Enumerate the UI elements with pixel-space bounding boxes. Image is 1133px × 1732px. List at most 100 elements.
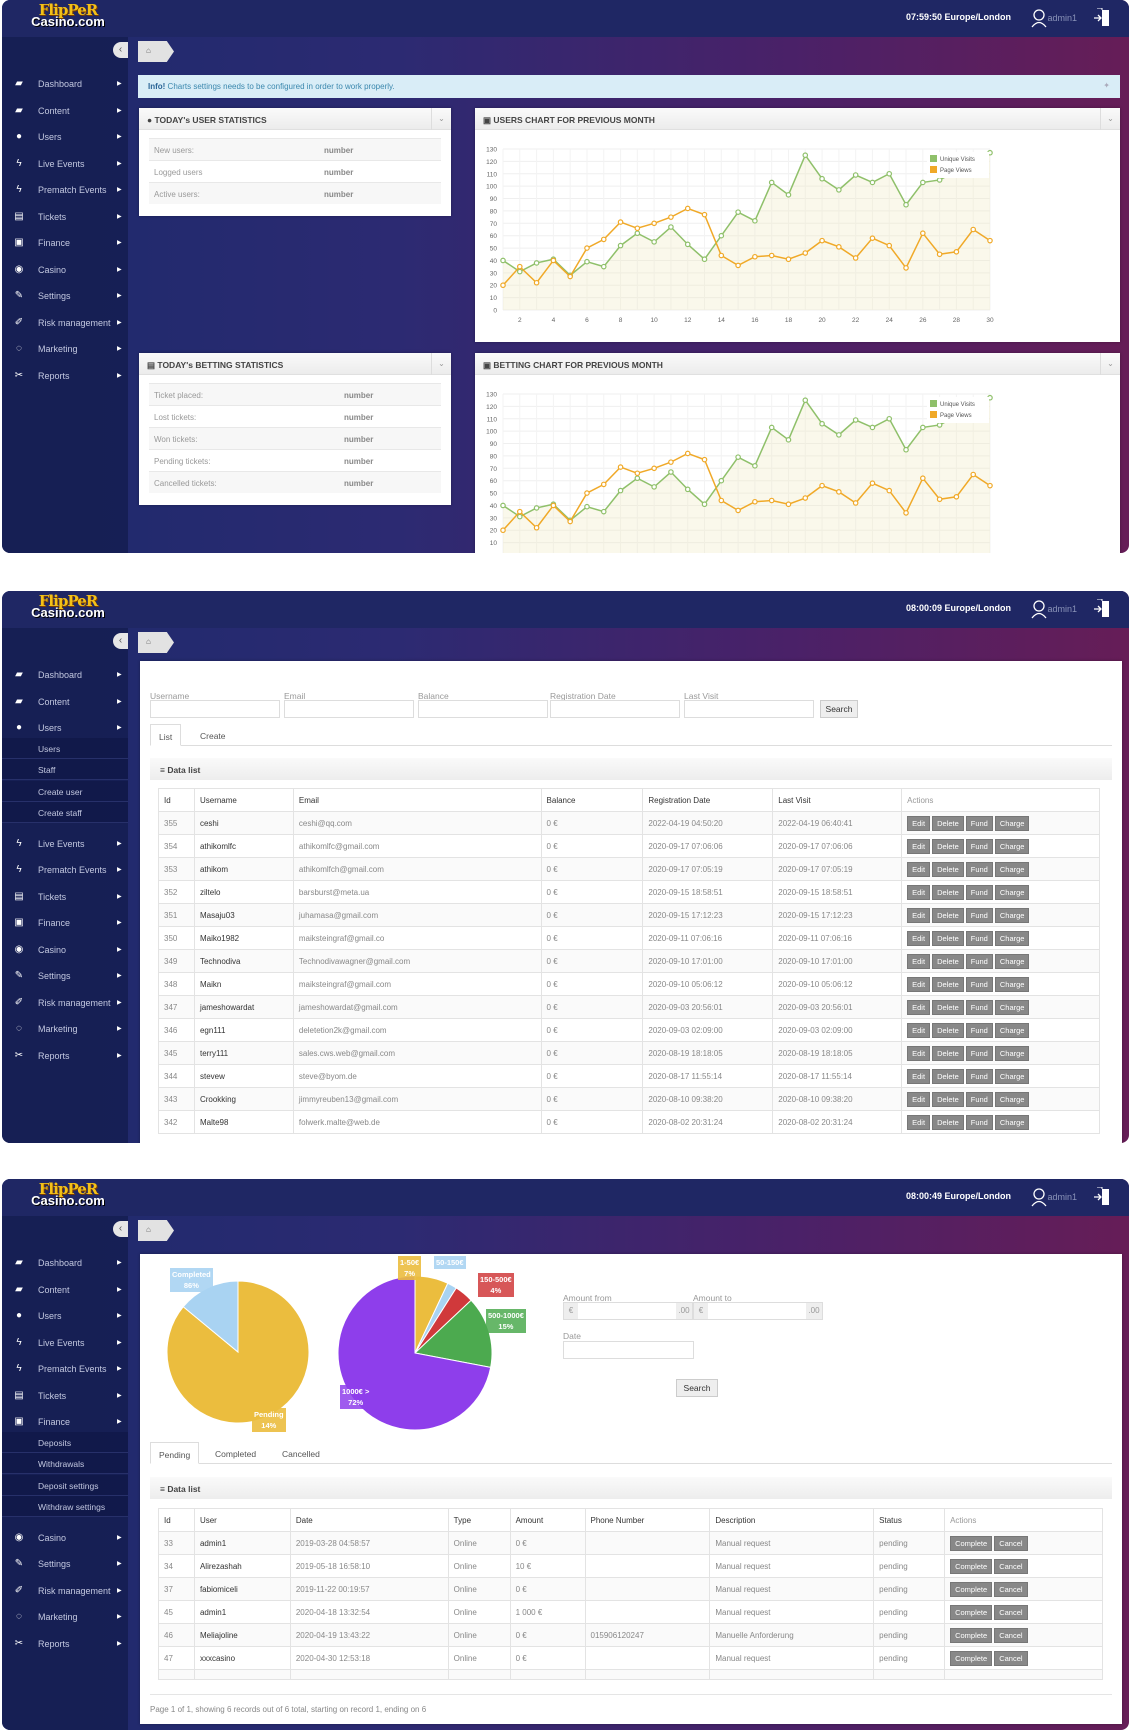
- logo[interactable]: FlipPeR Casino.com: [26, 594, 110, 625]
- delete-button[interactable]: Delete: [932, 861, 964, 877]
- edit-button[interactable]: Edit: [907, 953, 931, 969]
- complete-button[interactable]: Complete: [950, 1650, 993, 1666]
- charge-button[interactable]: Charge: [994, 930, 1030, 946]
- charge-button[interactable]: Charge: [994, 999, 1030, 1015]
- balance-filter-input[interactable]: [418, 700, 548, 718]
- charge-button[interactable]: Charge: [994, 1022, 1030, 1038]
- cancel-button[interactable]: Cancel: [994, 1604, 1028, 1620]
- edit-button[interactable]: Edit: [907, 884, 931, 900]
- sidebar-subitem-create-staff[interactable]: Create staff: [2, 802, 128, 823]
- delete-button[interactable]: Delete: [932, 815, 964, 831]
- fund-button[interactable]: Fund: [965, 1114, 993, 1130]
- sidebar-item-content[interactable]: ▰ Content ▶: [2, 1276, 128, 1305]
- sidebar-item-prematch-events[interactable]: ϟ Prematch Events ▶: [2, 176, 128, 205]
- sidebar-subitem-deposit-settings[interactable]: Deposit settings: [2, 1474, 128, 1496]
- fund-button[interactable]: Fund: [965, 815, 993, 831]
- edit-button[interactable]: Edit: [907, 907, 931, 923]
- fund-button[interactable]: Fund: [965, 930, 993, 946]
- sidebar-item-dashboard[interactable]: ▰ Dashboard ▶: [2, 1249, 128, 1278]
- logout-icon[interactable]: [1093, 598, 1111, 619]
- cancel-button[interactable]: Cancel: [994, 1627, 1028, 1643]
- sidebar-item-users[interactable]: ● Users ▶: [2, 1302, 128, 1331]
- charge-button[interactable]: Charge: [994, 838, 1030, 854]
- edit-button[interactable]: Edit: [907, 930, 931, 946]
- search-button[interactable]: Search: [676, 1379, 718, 1397]
- sidebar-item-live-events[interactable]: ϟ Live Events ▶: [2, 150, 128, 179]
- sidebar-collapse-button[interactable]: ‹: [113, 633, 128, 649]
- charge-button[interactable]: Charge: [994, 861, 1030, 877]
- sidebar-item-risk-management[interactable]: ✐ Risk management ▶: [2, 1577, 128, 1606]
- logout-icon[interactable]: [1093, 1186, 1111, 1207]
- search-button[interactable]: Search: [820, 700, 858, 718]
- sidebar-subitem-staff[interactable]: Staff: [2, 759, 128, 780]
- sidebar-item-marketing[interactable]: ◌ Marketing ▶: [2, 335, 128, 364]
- sidebar-item-reports[interactable]: ✂ Reports ▶: [2, 362, 128, 391]
- delete-button[interactable]: Delete: [932, 1022, 964, 1038]
- amount-to-input[interactable]: € .00: [693, 1302, 823, 1320]
- delete-button[interactable]: Delete: [932, 999, 964, 1015]
- complete-button[interactable]: Complete: [950, 1535, 993, 1551]
- user-avatar-icon[interactable]: [1031, 1187, 1047, 1207]
- email-filter-input[interactable]: [284, 700, 414, 718]
- sidebar-item-finance[interactable]: ▣ Finance ▶: [2, 1408, 128, 1437]
- close-alert-icon[interactable]: ✦: [1103, 81, 1110, 90]
- charge-button[interactable]: Charge: [994, 1091, 1030, 1107]
- sidebar-item-users[interactable]: ● Users ▶: [2, 714, 128, 743]
- fund-button[interactable]: Fund: [965, 999, 993, 1015]
- charge-button[interactable]: Charge: [994, 1068, 1030, 1084]
- collapse-chevron-icon[interactable]: ⌄: [1100, 108, 1120, 130]
- sidebar-item-risk-management[interactable]: ✐ Risk management ▶: [2, 989, 128, 1018]
- tab-list[interactable]: List: [150, 724, 182, 746]
- sidebar-item-tickets[interactable]: ▤ Tickets ▶: [2, 203, 128, 232]
- collapse-chevron-icon[interactable]: ⌄: [431, 353, 451, 375]
- fund-button[interactable]: Fund: [965, 861, 993, 877]
- delete-button[interactable]: Delete: [932, 1114, 964, 1130]
- fund-button[interactable]: Fund: [965, 953, 993, 969]
- edit-button[interactable]: Edit: [907, 838, 931, 854]
- charge-button[interactable]: Charge: [994, 884, 1030, 900]
- last-visit-filter-input[interactable]: [684, 700, 814, 718]
- sidebar-collapse-button[interactable]: ‹: [113, 42, 128, 58]
- sidebar-item-casino[interactable]: ◉ Casino ▶: [2, 256, 128, 285]
- sidebar-item-settings[interactable]: ✎ Settings ▶: [2, 962, 128, 991]
- delete-button[interactable]: Delete: [932, 953, 964, 969]
- fund-button[interactable]: Fund: [965, 976, 993, 992]
- sidebar-item-reports[interactable]: ✂ Reports ▶: [2, 1630, 128, 1659]
- sidebar-subitem-withdraw-settings[interactable]: Withdraw settings: [2, 1496, 128, 1517]
- breadcrumb-home[interactable]: ⌂: [138, 632, 174, 653]
- delete-button[interactable]: Delete: [932, 1045, 964, 1061]
- fund-button[interactable]: Fund: [965, 1091, 993, 1107]
- user-avatar-icon[interactable]: [1031, 599, 1047, 619]
- delete-button[interactable]: Delete: [932, 976, 964, 992]
- charge-button[interactable]: Charge: [994, 953, 1030, 969]
- tab-create[interactable]: Create: [200, 731, 226, 741]
- date-input[interactable]: [563, 1341, 694, 1359]
- sidebar-item-casino[interactable]: ◉ Casino ▶: [2, 1524, 128, 1553]
- tab-pending[interactable]: Pending: [150, 1442, 200, 1464]
- fund-button[interactable]: Fund: [965, 907, 993, 923]
- breadcrumb-home[interactable]: ⌂: [138, 41, 174, 62]
- collapse-chevron-icon[interactable]: ⌄: [1100, 353, 1120, 375]
- username[interactable]: admin1: [1047, 1192, 1077, 1202]
- sidebar-item-content[interactable]: ▰ Content ▶: [2, 97, 128, 126]
- delete-button[interactable]: Delete: [932, 838, 964, 854]
- complete-button[interactable]: Complete: [950, 1558, 993, 1574]
- sidebar-subitem-withdrawals[interactable]: Withdrawals: [2, 1453, 128, 1474]
- username[interactable]: admin1: [1047, 604, 1077, 614]
- amount-from-input[interactable]: € .00: [563, 1302, 693, 1320]
- sidebar-item-tickets[interactable]: ▤ Tickets ▶: [2, 883, 128, 912]
- sidebar-item-users[interactable]: ● Users ▶: [2, 123, 128, 152]
- sidebar-item-marketing[interactable]: ◌ Marketing ▶: [2, 1015, 128, 1044]
- sidebar-item-live-events[interactable]: ϟ Live Events ▶: [2, 830, 128, 859]
- cancel-button[interactable]: Cancel: [994, 1650, 1028, 1666]
- sidebar-item-finance[interactable]: ▣ Finance ▶: [2, 229, 128, 258]
- sidebar-item-dashboard[interactable]: ▰ Dashboard ▶: [2, 70, 128, 99]
- delete-button[interactable]: Delete: [932, 907, 964, 923]
- complete-button[interactable]: Complete: [950, 1627, 993, 1643]
- fund-button[interactable]: Fund: [965, 838, 993, 854]
- tab-completed[interactable]: Completed: [215, 1449, 257, 1459]
- edit-button[interactable]: Edit: [907, 1091, 931, 1107]
- sidebar-item-prematch-events[interactable]: ϟ Prematch Events ▶: [2, 856, 128, 885]
- registration-date-filter-input[interactable]: [550, 700, 680, 718]
- cancel-button[interactable]: Cancel: [994, 1535, 1028, 1551]
